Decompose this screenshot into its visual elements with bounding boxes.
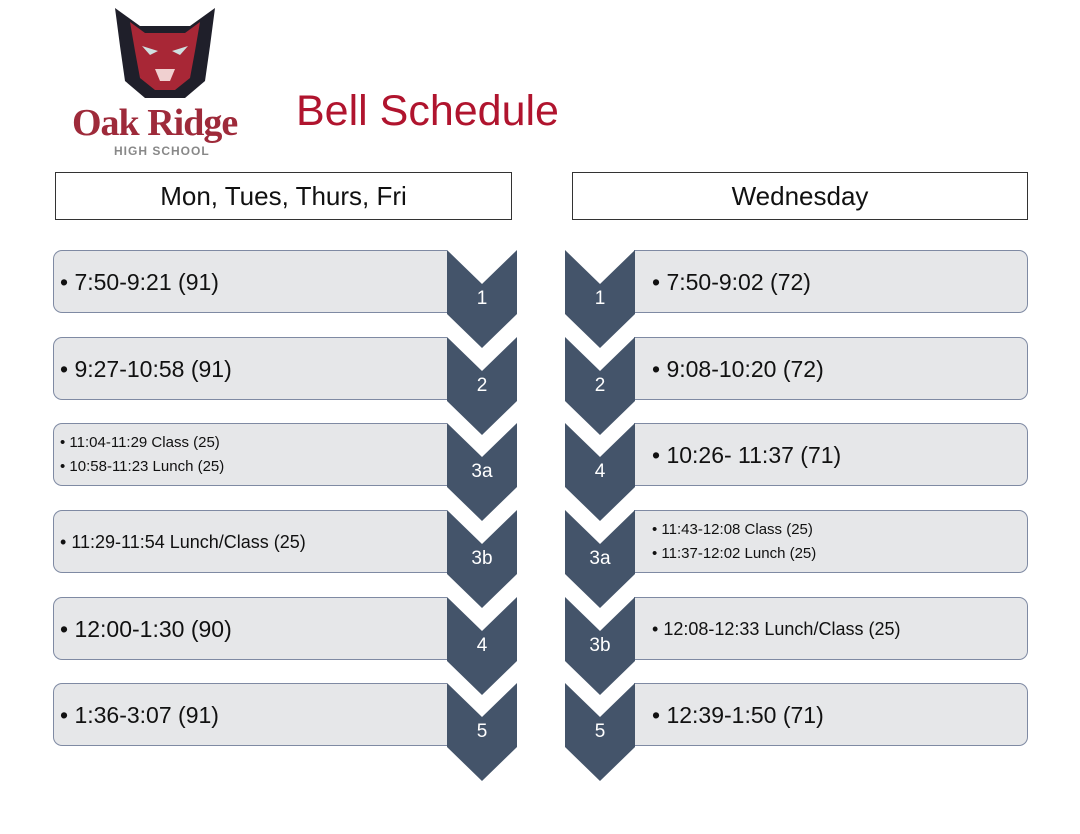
chevron-shape (565, 683, 635, 781)
period-time: • 7:50-9:02 (72) (652, 268, 1027, 296)
bullet-icon: • (652, 544, 662, 562)
logo-subtitle: HIGH SCHOOL (114, 144, 210, 158)
right-period-box: • 9:08-10:20 (72) (634, 337, 1028, 400)
period-number: 4 (594, 461, 606, 482)
bullet-icon: • (652, 441, 667, 468)
left-period-box: • 7:50-9:21 (91) (53, 250, 447, 313)
bullet-icon: • (652, 268, 667, 295)
period-time-text: 7:50-9:21 (91) (74, 268, 219, 295)
left-period-box: • 11:29-11:54 Lunch/Class (25) (53, 510, 447, 573)
period-time: • 11:29-11:54 Lunch/Class (25) (60, 530, 447, 554)
period-time-text: 9:27-10:58 (91) (74, 355, 232, 382)
period-time: • 12:39-1:50 (71) (652, 701, 1027, 729)
chevron-down-icon (447, 423, 517, 521)
chevron-shape (565, 423, 635, 521)
left-period-box: • 11:04-11:29 Class (25) • 10:58-11:23 Lu… (53, 423, 447, 486)
period-time: • 9:08-10:20 (72) (652, 355, 1027, 383)
period-time-text: 10:58-11:23 Lunch (25) (69, 457, 225, 475)
left-period-box: • 9:27-10:58 (91) (53, 337, 447, 400)
bullet-icon: • (652, 520, 662, 538)
chevron-down-icon (447, 597, 517, 695)
period-number: 3b (471, 548, 493, 569)
period-number: 2 (476, 375, 488, 396)
chevron-shape (447, 510, 517, 608)
period-number: 1 (476, 288, 488, 309)
period-time: • 12:00-1:30 (90) (60, 615, 447, 643)
chevron-shape (447, 337, 517, 435)
chevron-down-icon (447, 683, 517, 781)
chevron-down-icon (565, 423, 635, 521)
period-time-text: 12:00-1:30 (90) (74, 615, 232, 642)
chevron-down-icon (565, 597, 635, 695)
page-title: Bell Schedule (296, 87, 559, 135)
period-time-text: 12:08-12:33 Lunch/Class (25) (663, 618, 901, 639)
bullet-icon: • (60, 355, 75, 382)
chevron-shape (565, 510, 635, 608)
period-time-text: 1:36-3:07 (91) (74, 701, 219, 728)
period-number: 2 (594, 375, 606, 396)
chevron-down-icon (447, 510, 517, 608)
period-time-text: 12:39-1:50 (71) (666, 701, 824, 728)
period-time: • 12:08-12:33 Lunch/Class (25) (652, 617, 1027, 641)
bullet-icon: • (652, 618, 664, 639)
bullet-icon: • (652, 701, 667, 728)
period-time: • 11:37-12:02 Lunch (25) (652, 542, 1027, 566)
period-number: 5 (594, 721, 606, 742)
period-number: 1 (594, 288, 606, 309)
period-time-text: 11:37-12:02 Lunch (25) (661, 544, 817, 562)
period-time-text: 7:50-9:02 (72) (666, 268, 811, 295)
period-time: • 7:50-9:21 (91) (60, 268, 447, 296)
right-period-box: • 11:43-12:08 Class (25) • 11:37-12:02 Lu… (634, 510, 1028, 573)
chevron-down-icon (565, 683, 635, 781)
period-number: 3a (589, 548, 611, 569)
chevron-shape (565, 337, 635, 435)
chevron-shape (447, 423, 517, 521)
chevron-shape (565, 250, 635, 348)
period-time-text: 11:43-12:08 Class (25) (661, 520, 813, 538)
period-time-text: 11:29-11:54 Lunch/Class (25) (71, 531, 306, 552)
chevron-shape (447, 250, 517, 348)
chevron-down-icon (447, 250, 517, 348)
right-period-box: • 12:39-1:50 (71) (634, 683, 1028, 746)
chevron-shape (447, 683, 517, 781)
period-time: • 1:36-3:07 (91) (60, 701, 447, 729)
heading-wednesday: Wednesday (572, 172, 1028, 220)
bullet-icon: • (60, 531, 72, 552)
period-time: • 11:43-12:08 Class (25) (652, 518, 1027, 542)
chevron-down-icon (565, 250, 635, 348)
period-time-text: 9:08-10:20 (72) (666, 355, 824, 382)
bullet-icon: • (652, 355, 667, 382)
bullet-icon: • (60, 701, 75, 728)
chevron-shape (565, 597, 635, 695)
period-time: • 10:58-11:23 Lunch (25) (60, 455, 447, 479)
left-period-box: • 1:36-3:07 (91) (53, 683, 447, 746)
bullet-icon: • (60, 433, 70, 451)
period-time: • 10:26- 11:37 (71) (652, 441, 1027, 469)
bullet-icon: • (60, 615, 75, 642)
period-number: 3a (471, 461, 493, 482)
period-number: 5 (476, 721, 488, 742)
period-time: • 11:04-11:29 Class (25) (60, 431, 447, 455)
right-period-box: • 10:26- 11:37 (71) (634, 423, 1028, 486)
wildcat-logo-icon (115, 8, 215, 98)
period-number: 3b (589, 635, 611, 656)
period-time: • 9:27-10:58 (91) (60, 355, 447, 383)
chevron-down-icon (565, 337, 635, 435)
chevron-down-icon (447, 337, 517, 435)
chevron-shape (447, 597, 517, 695)
period-time-text: 11:04-11:29 Class (25) (69, 433, 220, 451)
bullet-icon: • (60, 457, 70, 475)
chevron-down-icon (565, 510, 635, 608)
period-number: 4 (476, 635, 488, 656)
right-period-box: • 7:50-9:02 (72) (634, 250, 1028, 313)
heading-mon-tues-thurs-fri: Mon, Tues, Thurs, Fri (55, 172, 512, 220)
right-period-box: • 12:08-12:33 Lunch/Class (25) (634, 597, 1028, 660)
left-period-box: • 12:00-1:30 (90) (53, 597, 447, 660)
bullet-icon: • (60, 268, 75, 295)
period-time-text: 10:26- 11:37 (71) (666, 441, 842, 468)
logo-name: Oak Ridge (72, 102, 238, 144)
